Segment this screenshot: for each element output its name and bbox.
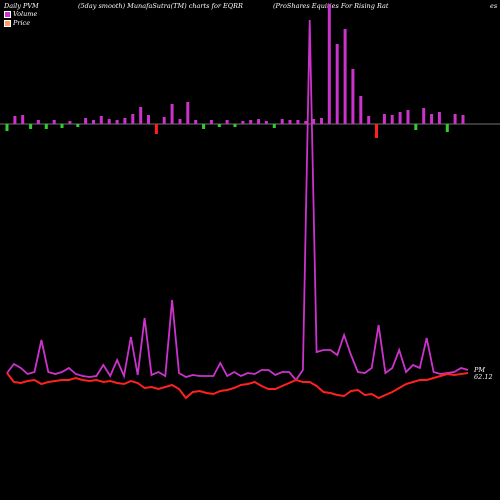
volume-bar [186,102,190,124]
volume-bar [414,124,418,130]
end-label-price: 62.12 [474,373,493,381]
volume-bar [241,121,245,124]
volume-bar [13,116,17,124]
volume-bar [257,119,261,124]
chart-header-left: Daily PVM [4,2,39,10]
volume-bar [99,116,103,124]
volume-bar [461,115,465,124]
volume-bar [107,119,111,124]
end-label-top: PM [474,366,486,374]
volume-bar [170,104,174,124]
volume-bar [21,115,25,124]
volume-bar [422,108,426,124]
volume-bar [382,114,386,124]
volume-bar [202,124,206,129]
legend-volume-label: Volume [13,10,38,18]
volume-bar [217,124,221,127]
volume-bar [249,120,253,124]
volume-bar [76,124,80,127]
volume-bar [233,124,237,127]
volume-bar [390,115,394,124]
volume-bar [445,124,449,132]
volume-bar [272,124,276,128]
volume-bar [147,115,150,124]
volume-bar [36,120,40,124]
volume-bar [359,96,363,124]
volume-bar [327,4,331,124]
price-line [6,372,469,400]
volume-bar [406,110,410,124]
volume-bar [154,124,158,134]
volume-bar [178,119,182,124]
volume-bar [68,121,72,124]
volume-bar [264,121,268,124]
volume-bar [209,120,213,124]
volume-bar [162,117,166,124]
volume-bar [367,116,371,124]
legend-volume-swatch [4,10,11,18]
volume-line [6,19,469,382]
volume-bar [5,124,9,131]
volume-bar [375,124,378,138]
volume-bar [92,120,95,124]
volume-bar [343,29,347,124]
volume-bar [52,120,56,124]
volume-bar [437,112,441,124]
volume-bar [123,118,127,124]
legend-volume: Volume [4,10,37,18]
volume-bar [194,120,198,124]
volume-bar [84,118,88,124]
volume-bar [44,124,48,129]
volume-bar [453,114,457,124]
volume-bar [398,112,402,124]
volume-bar [29,124,33,129]
volume-bar [320,118,323,124]
volume-bar [312,119,316,124]
volume-bars [5,4,465,138]
legend-price-label: Price [13,19,31,27]
volume-bar [288,120,292,124]
volume-bar [351,69,355,124]
volume-bar [115,120,119,124]
chart-header-title: (5day smooth) MunafaSutra(TM) charts for… [78,2,243,10]
volume-bar [139,107,143,124]
volume-bar [335,44,339,124]
volume-bar [430,114,434,124]
volume-bar [131,114,135,124]
volume-bar [296,120,300,124]
volume-bar [60,124,64,128]
volume-bar [304,121,308,124]
volume-bar [280,119,284,124]
legend-price-swatch [4,19,11,27]
chart-header-edge: es [490,2,498,10]
volume-bar [225,120,229,124]
legend-price: Price [4,19,30,27]
